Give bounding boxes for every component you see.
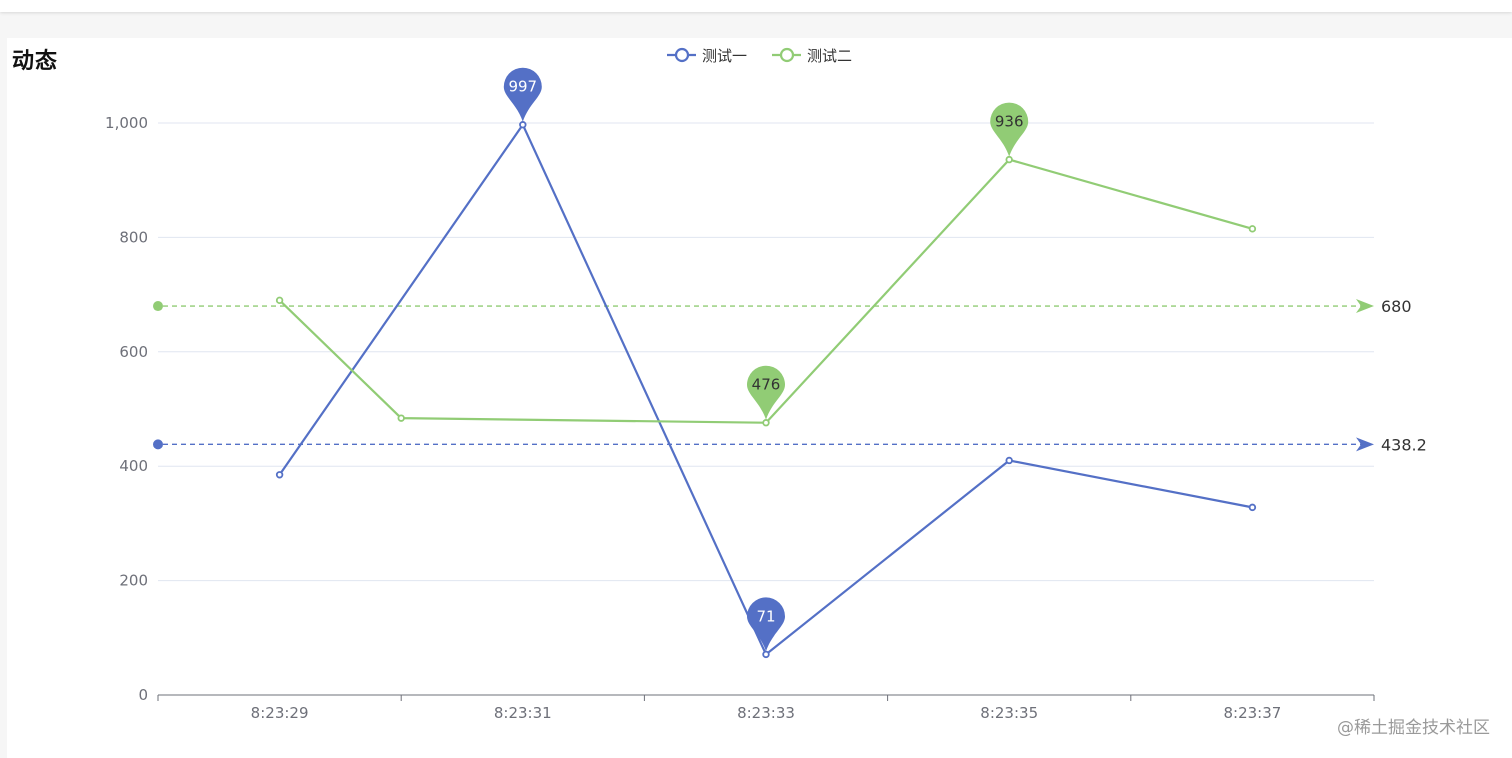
mark-lines: 438.2 680 [153,297,1427,454]
data-point [1248,503,1257,512]
x-tick-label: 8:23:35 [980,704,1038,722]
mark-point-pin [747,597,785,652]
data-point [275,471,284,479]
data-point [762,650,770,659]
watermark: @稀土掘金技术社区 [1337,718,1490,738]
mark-line-arrow [1356,437,1374,452]
y-tick-label: 600 [119,343,148,361]
data-point [1005,456,1013,465]
legend[interactable]: 测试一 测试二 [667,47,852,65]
mark-point-label: 476 [752,376,781,394]
y-tick-label: 0 [138,686,148,704]
mark-line-start-dot [153,301,163,312]
mark-point-label: 997 [508,78,537,96]
data-point [397,414,405,422]
mark-point-label: 71 [756,607,775,625]
mark-points: 997 71 936 476 [503,67,1029,652]
x-tick-label: 8:23:29 [251,704,309,722]
mark-line-label: 438.2 [1381,435,1427,454]
legend-item-label[interactable]: 测试二 [807,47,852,65]
y-tick-label: 1,000 [105,114,148,132]
data-point [519,121,527,129]
mark-point-label: 936 [995,113,1024,131]
mark-line-arrow [1356,299,1374,314]
legend-item-label[interactable]: 测试一 [702,47,747,65]
legend-symbol[interactable] [674,47,690,63]
mark-line-start-dot [153,439,163,450]
top-bar [0,0,1512,12]
mark-point-pin [747,365,785,420]
y-tick-label: 400 [119,457,148,475]
y-tick-label: 200 [119,572,148,590]
card-title: 动态 [12,49,59,74]
data-point [762,419,770,427]
mark-point-pin [990,102,1029,157]
mark-point-pin [503,67,542,122]
x-tick-label: 8:23:37 [1223,704,1281,722]
data-point [1005,155,1013,164]
y-tick-label: 800 [119,228,148,246]
x-tick-label: 8:23:31 [494,704,552,722]
x-tick-label: 8:23:33 [737,704,795,722]
y-axis: 0 200 400 600 800 1,000 [105,114,148,704]
mark-line-label: 680 [1381,297,1412,316]
data-point [1248,225,1257,233]
data-point [275,296,284,305]
x-axis: 8:23:29 8:23:31 8:23:33 8:23:35 8:23:37 [157,694,1375,722]
legend-symbol[interactable] [779,47,795,63]
grid-lines [158,122,1374,582]
series-lines [275,121,1257,659]
